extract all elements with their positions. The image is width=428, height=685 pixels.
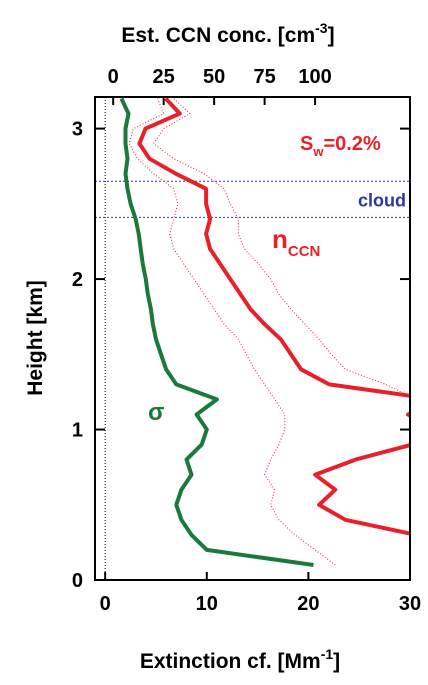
series-subscript: CCN bbox=[288, 243, 321, 260]
x-tick-label: 0 bbox=[100, 593, 111, 615]
annotation: Sw=0.2% bbox=[300, 133, 381, 159]
profile-line bbox=[137, 97, 410, 536]
profile-line bbox=[128, 98, 336, 566]
plot-frame bbox=[94, 96, 411, 581]
cloud-label: cloud bbox=[358, 190, 406, 210]
x-axis-title: Extinction cf. [Mm-1] bbox=[140, 646, 340, 673]
profile-line bbox=[153, 98, 410, 397]
y-tick-label: 3 bbox=[72, 119, 83, 141]
y-axis-title: Height [km] bbox=[24, 280, 47, 396]
x2-tick-label: 50 bbox=[203, 66, 225, 88]
series-label: nCCN bbox=[272, 224, 320, 260]
annotation-text: S bbox=[300, 133, 313, 155]
profile-line bbox=[119, 97, 314, 567]
plot-area bbox=[95, 97, 410, 580]
x2-tick-label: 100 bbox=[298, 66, 331, 88]
x-tick-label: 30 bbox=[399, 593, 421, 615]
y-tick-label: 0 bbox=[72, 570, 83, 592]
y-tick-label: 1 bbox=[72, 420, 83, 442]
y-tick-label: 2 bbox=[72, 269, 83, 291]
series-name: σ bbox=[148, 399, 164, 426]
x2-tick-label: 0 bbox=[108, 66, 119, 88]
annotation-rest: =0.2% bbox=[323, 133, 380, 155]
top-axis-title: Est. CCN conc. [cm-3] bbox=[121, 20, 334, 47]
x-tick-label: 20 bbox=[297, 593, 319, 615]
series-name: n bbox=[272, 224, 288, 254]
annotation-sub: w bbox=[312, 144, 324, 159]
series-label: σ bbox=[148, 399, 164, 426]
x2-tick-label: 75 bbox=[253, 66, 275, 88]
x2-tick-label: 25 bbox=[153, 66, 175, 88]
x-tick-label: 10 bbox=[196, 593, 218, 615]
